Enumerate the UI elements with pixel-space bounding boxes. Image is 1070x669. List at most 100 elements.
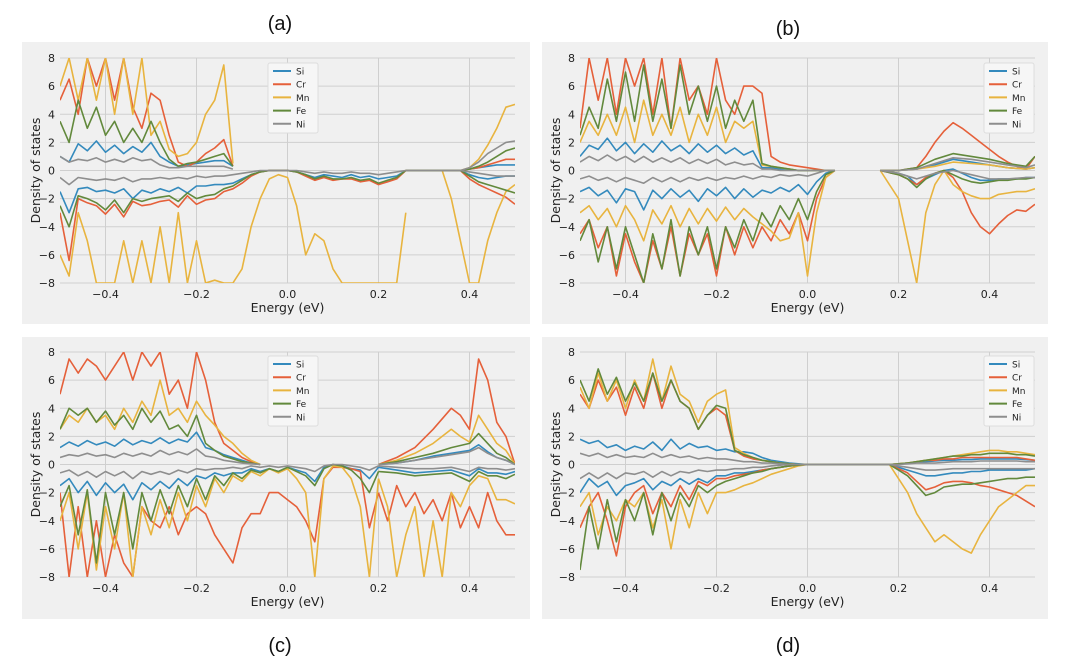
legend-entry-si: Si [296,361,304,371]
chart-panel-3: −0.4 −0.2 0.0 0.2 0.4 −8 −6 −4 −2 0 2 4 6 8 Energy (eV… [22,337,530,619]
y-tick-label: −8 [39,277,55,290]
series-line-ni [580,169,835,184]
legend-entry-ni: Ni [1012,120,1021,130]
y-axis-label: Density of states [28,412,43,518]
y-tick-label: 6 [48,374,55,387]
y-axis-label: Density of states [28,118,43,224]
y-tick-label: 4 [568,402,575,415]
x-tick-label: 0.4 [981,288,999,301]
panel-label-d: (d) [775,635,801,657]
series-line-fe [580,169,836,283]
legend-entry-si: Si [1012,361,1020,371]
series-line-fe [880,169,1035,189]
y-tick-label: 8 [48,346,55,359]
series-line-fe [60,463,380,564]
series-line-mn [60,465,380,577]
legend-entry-mn: Mn [296,94,309,104]
x-axis-label: Energy (eV) [251,594,325,609]
x-axis-label: Energy (eV) [771,300,845,315]
legend: Si Cr Mn Fe Ni [267,62,319,134]
legend-entry-si: Si [1012,68,1020,78]
series-line-si [378,466,515,477]
y-tick-label: −8 [559,571,575,584]
x-tick-label: 0.2 [890,582,908,595]
y-tick-label: −2 [39,487,55,500]
y-tick-label: −4 [39,221,55,234]
legend-entry-mn: Mn [1012,387,1025,397]
y-tick-label: 2 [568,430,575,443]
legend-entry-mn: Mn [1012,94,1025,104]
y-tick-label: 6 [568,80,575,93]
x-tick-label: −0.2 [183,582,210,595]
y-tick-label: −8 [559,277,575,290]
chart-panel-4: −0.4 −0.2 0.0 0.2 0.4 −8 −6 −4 −2 0 2 4 6 8 Energy (eV… [542,337,1048,619]
y-tick-label: −4 [39,515,55,528]
legend-entry-ni: Ni [296,413,305,423]
y-tick-label: 4 [48,402,55,415]
x-tick-label: 0.4 [981,582,999,595]
series-line-si [580,169,836,211]
y-tick-label: −4 [559,515,575,528]
panel-label-a: (a) [267,13,293,35]
y-tick-label: −6 [559,249,575,262]
series-line-mn [377,474,515,577]
y-tick-label: 6 [568,374,575,387]
series-line-ni [880,157,1035,172]
x-tick-label: 0.0 [799,582,817,595]
y-tick-label: −2 [559,487,575,500]
series-line-ni [60,155,234,170]
y-tick-label: 8 [568,346,575,359]
series-line-mn [378,414,515,466]
chart-panel-2: −0.4 −0.2 0.0 0.2 0.4 −8 −6 −4 −2 0 2 4 6 8 Energy (eV… [542,42,1048,324]
series-line-cr [580,169,836,283]
legend-entry-ni: Ni [296,120,305,130]
x-tick-label: −0.4 [92,288,119,301]
y-axis-label: Density of states [548,118,563,224]
series-lines [580,58,1035,283]
y-tick-label: 2 [568,136,575,149]
series-line-mn [60,173,407,283]
legend-entry-fe: Fe [296,400,307,410]
y-tick-label: 6 [48,80,55,93]
series-line-mn [60,58,234,164]
series-line-ni [378,465,515,473]
series-line-fe [60,99,234,168]
series-lines [60,352,515,577]
y-tick-label: 8 [568,52,575,65]
panel-background [542,42,1048,324]
series-line-fe [60,169,407,228]
legend-entry-cr: Cr [296,81,306,91]
legend-entry-cr: Cr [1012,81,1022,91]
series-line-ni [880,169,1035,180]
panel-label-c: (c) [268,635,292,657]
legend-entry-mn: Mn [296,387,309,397]
series-line-ni [580,463,1035,480]
legend: Si Cr Mn Fe Ni [983,62,1035,134]
legend-entry-fe: Fe [1012,107,1023,117]
series-line-ni [580,154,835,172]
series-line-ni [60,448,261,466]
series-line-fe [378,432,515,466]
x-tick-label: 0.2 [370,288,388,301]
x-tick-label: 0.0 [279,582,297,595]
legend-entry-cr: Cr [1012,374,1022,384]
legend-entry-si: Si [296,68,304,78]
legend-box [983,62,1035,134]
x-tick-label: −0.2 [703,288,730,301]
series-line-ni [405,140,515,172]
y-tick-label: −6 [39,249,55,262]
x-axis-label: Energy (eV) [771,594,845,609]
y-tick-label: 2 [48,136,55,149]
series-line-cr [580,58,835,172]
x-tick-label: 0.2 [890,288,908,301]
chart-panel-1: −0.4 −0.2 0.0 0.2 0.4 −8 −6 −4 −2 0 2 4 6 8 Energy (eV… [22,42,530,324]
y-tick-label: −8 [39,571,55,584]
x-tick-label: −0.2 [703,582,730,595]
legend-entry-ni: Ni [1012,413,1021,423]
x-tick-label: 0.2 [370,582,388,595]
series-line-mn [580,169,836,277]
series-lines [580,358,1035,571]
y-tick-label: −2 [559,193,575,206]
series-line-si [60,140,234,168]
